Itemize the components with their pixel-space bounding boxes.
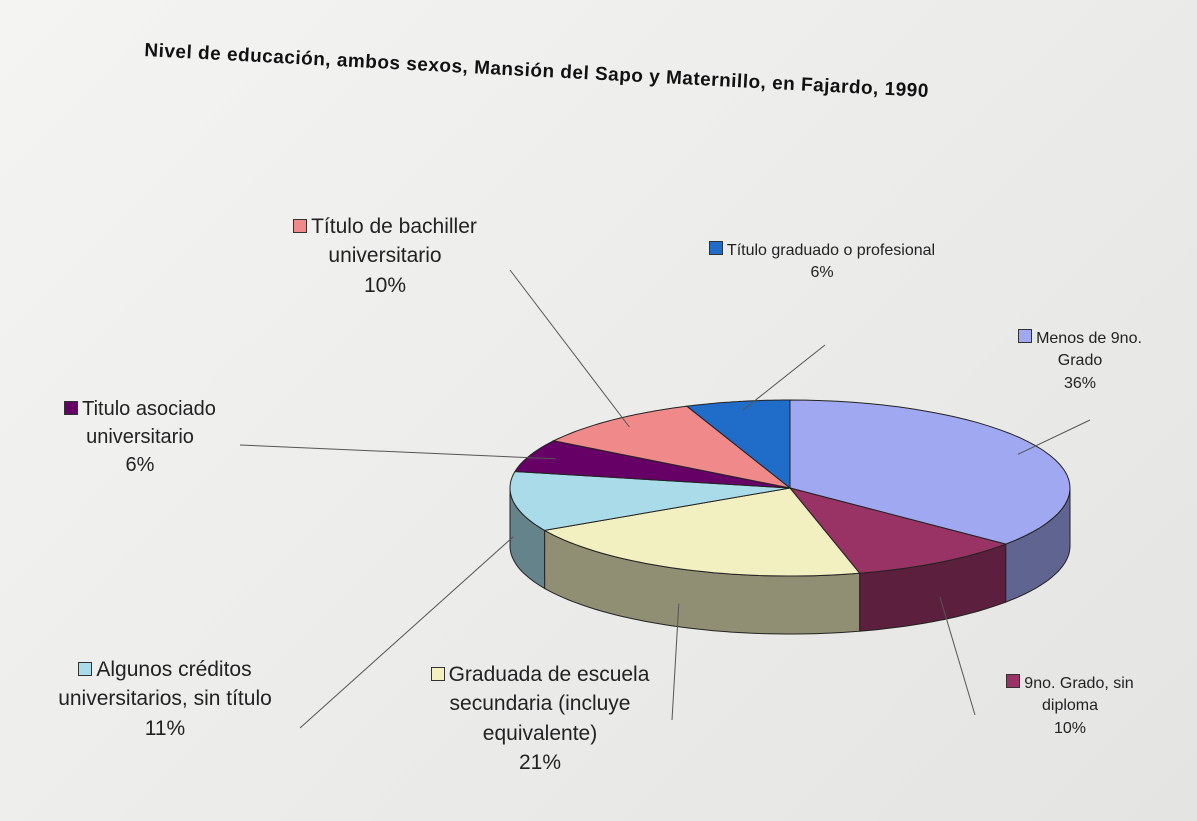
legend-label: Título de bachiller universitario <box>311 215 477 268</box>
pie-slice <box>551 405 791 489</box>
value-label: 10% <box>363 273 407 297</box>
legend-label: Menos de 9no. Grado <box>1036 330 1142 370</box>
legend-label: Graduada de escuela secundaria (incluye … <box>448 663 650 745</box>
value-label: 21% <box>518 751 562 775</box>
pie-slice <box>685 399 791 490</box>
leader-line <box>939 596 976 716</box>
data-label: Titulo asociado universitario 6% <box>25 395 255 479</box>
value-label: 11% <box>144 716 186 740</box>
pie-slice <box>509 470 791 531</box>
legend-swatch <box>1006 674 1021 688</box>
legend-label: Título graduado o profesional <box>726 242 936 259</box>
legend-label: Titulo asociado universitario <box>82 398 216 448</box>
legend-label: Algunos créditos universitarios, sin tít… <box>58 658 272 711</box>
leader-line <box>742 344 826 411</box>
data-label: Menos de 9no. Grado 36% <box>995 328 1165 395</box>
pie-slice <box>514 440 791 489</box>
data-label: 9no. Grado, sin diploma 10% <box>980 673 1160 740</box>
legend-swatch <box>1018 329 1033 343</box>
legend-swatch <box>78 662 93 676</box>
value-label: 36% <box>1063 374 1097 392</box>
data-label: Título de bachiller universitario 10% <box>250 212 520 300</box>
legend-swatch <box>64 401 79 415</box>
leader-line <box>299 536 514 729</box>
pie-slice <box>788 487 1008 574</box>
legend-swatch <box>293 219 308 233</box>
pie-slice <box>543 487 861 577</box>
legend-swatch <box>430 667 445 681</box>
leader-line <box>509 269 630 428</box>
value-label: 6% <box>810 264 834 282</box>
legend-swatch <box>708 241 723 255</box>
leader-line <box>1017 419 1091 455</box>
value-label: 10% <box>1053 719 1087 737</box>
leader-line <box>239 444 556 460</box>
data-label: Graduada de escuela secundaria (incluye … <box>400 660 680 778</box>
legend-label: 9no. Grado, sin diploma <box>1024 675 1134 715</box>
data-label: Algunos créditos universitarios, sin tít… <box>30 655 300 743</box>
data-label: Título graduado o profesional 6% <box>707 240 937 285</box>
value-label: 6% <box>125 454 155 476</box>
leader-line <box>671 603 680 721</box>
pie-slice <box>789 399 1071 545</box>
